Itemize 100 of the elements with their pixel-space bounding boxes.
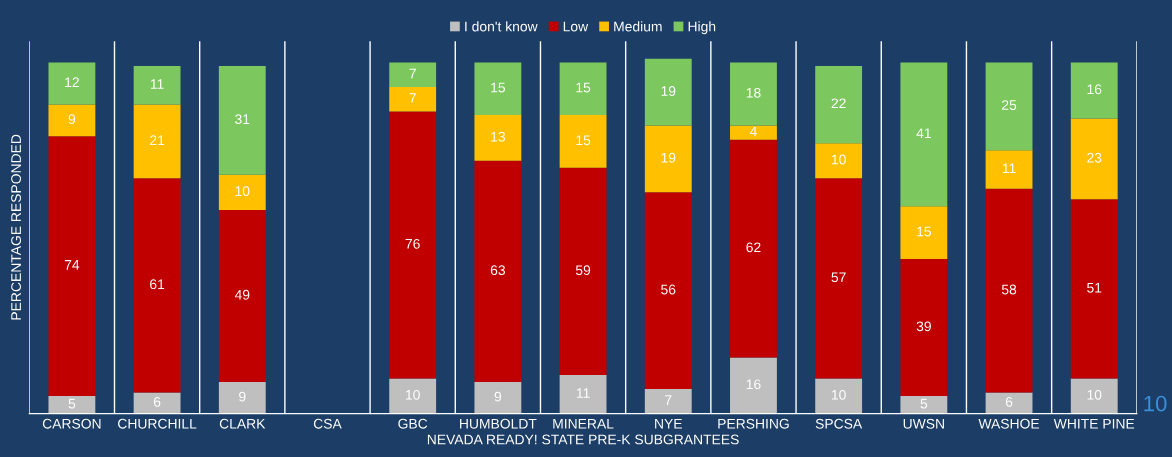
legend-label: I don't know — [465, 21, 538, 32]
bar — [644, 58, 692, 126]
bar — [644, 125, 692, 193]
data-label: 57 — [831, 272, 846, 283]
bar — [730, 125, 777, 140]
data-label: 19 — [661, 152, 676, 163]
x-tick-label: HUMBOLDT — [460, 418, 537, 429]
data-label: 15 — [576, 135, 591, 146]
data-label: 59 — [575, 265, 591, 276]
data-label: 5 — [68, 398, 76, 409]
y-axis-title: PERCENTAGE RESPONDED — [11, 134, 21, 320]
bar — [815, 378, 863, 414]
bar — [985, 62, 1033, 151]
bar — [644, 192, 692, 389]
bar — [389, 86, 437, 112]
data-label: 76 — [405, 238, 420, 249]
x-tick-label: PERSHING — [718, 418, 789, 429]
data-label: 5 — [920, 398, 928, 409]
bar — [218, 381, 266, 414]
bar — [730, 62, 777, 126]
bar — [559, 374, 607, 414]
data-label: 9 — [68, 114, 76, 125]
data-label: 11 — [150, 79, 164, 89]
bar — [389, 62, 437, 87]
data-label: 9 — [494, 391, 502, 402]
data-label: 51 — [1087, 282, 1102, 293]
bar — [815, 65, 863, 144]
bar — [474, 62, 522, 116]
x-tick-label: SPCSA — [815, 418, 863, 429]
bar — [474, 115, 522, 161]
data-label: 13 — [491, 131, 505, 142]
x-tick-label: CHURCHILL — [118, 418, 197, 429]
bar — [133, 392, 181, 414]
bar — [730, 357, 777, 414]
data-label: 41 — [916, 128, 931, 138]
bar — [133, 178, 181, 393]
bar — [218, 209, 266, 382]
data-label: 49 — [234, 289, 250, 300]
bar — [559, 62, 607, 116]
bar — [48, 136, 96, 397]
x-tick-label: GBC — [398, 418, 428, 429]
x-tick-label: CLARK — [219, 418, 266, 429]
legend-label: Low — [563, 21, 589, 32]
bar — [900, 396, 948, 414]
bar — [1070, 62, 1118, 119]
data-label: 6 — [153, 396, 161, 407]
bar — [133, 104, 181, 179]
data-label: 22 — [831, 98, 846, 109]
data-label: 11 — [1002, 163, 1016, 174]
bar — [559, 167, 607, 375]
bar — [985, 392, 1033, 414]
data-label: 10 — [831, 154, 846, 165]
data-label: 7 — [409, 93, 416, 103]
data-label: 11 — [576, 388, 590, 398]
data-label: 58 — [1001, 284, 1017, 295]
data-label: 19 — [661, 86, 676, 96]
bar — [218, 65, 266, 175]
x-tick-label: NYE — [655, 418, 682, 429]
bar — [48, 104, 96, 137]
data-label: 18 — [746, 87, 761, 98]
data-label: 16 — [1087, 84, 1102, 95]
bar — [644, 389, 692, 414]
data-label: 61 — [150, 279, 165, 290]
data-label: 63 — [490, 265, 505, 276]
bar — [474, 160, 522, 382]
legend-label: High — [688, 21, 716, 35]
bar — [218, 174, 266, 210]
bar — [48, 62, 96, 105]
data-label: 10 — [235, 186, 250, 197]
legend-label: Medium — [614, 21, 662, 32]
bar — [1070, 199, 1118, 379]
data-label: 10 — [831, 389, 846, 400]
data-label: 16 — [746, 379, 761, 390]
data-label: 62 — [746, 242, 761, 253]
x-tick-label: CSA — [313, 418, 342, 429]
bar — [389, 378, 437, 414]
bar — [900, 259, 948, 397]
data-label: 10 — [406, 389, 420, 400]
bar — [48, 396, 96, 414]
data-label: 56 — [661, 284, 676, 295]
x-tick-label: WHITE PINE — [1053, 418, 1135, 429]
bar — [474, 381, 522, 414]
bar — [730, 139, 777, 358]
data-label: 15 — [576, 82, 591, 93]
bar — [985, 188, 1033, 393]
data-label: 15 — [491, 82, 506, 93]
x-tick-label: MINERAL — [553, 418, 614, 429]
bar — [559, 115, 607, 168]
bar — [985, 150, 1033, 189]
x-axis-title: NEVADA READY! STATE PRE-K SUBGRANTEES — [427, 434, 739, 445]
bar — [815, 143, 863, 179]
data-label: 9 — [239, 391, 246, 402]
x-tick-label: CARSON — [42, 418, 101, 429]
bar — [1070, 118, 1118, 200]
text: 10 — [1144, 395, 1167, 412]
x-tick-label: UWSN — [903, 418, 944, 429]
bar — [133, 65, 181, 105]
data-label: 4 — [749, 126, 757, 137]
data-label: 31 — [235, 114, 250, 125]
bar — [815, 178, 863, 379]
